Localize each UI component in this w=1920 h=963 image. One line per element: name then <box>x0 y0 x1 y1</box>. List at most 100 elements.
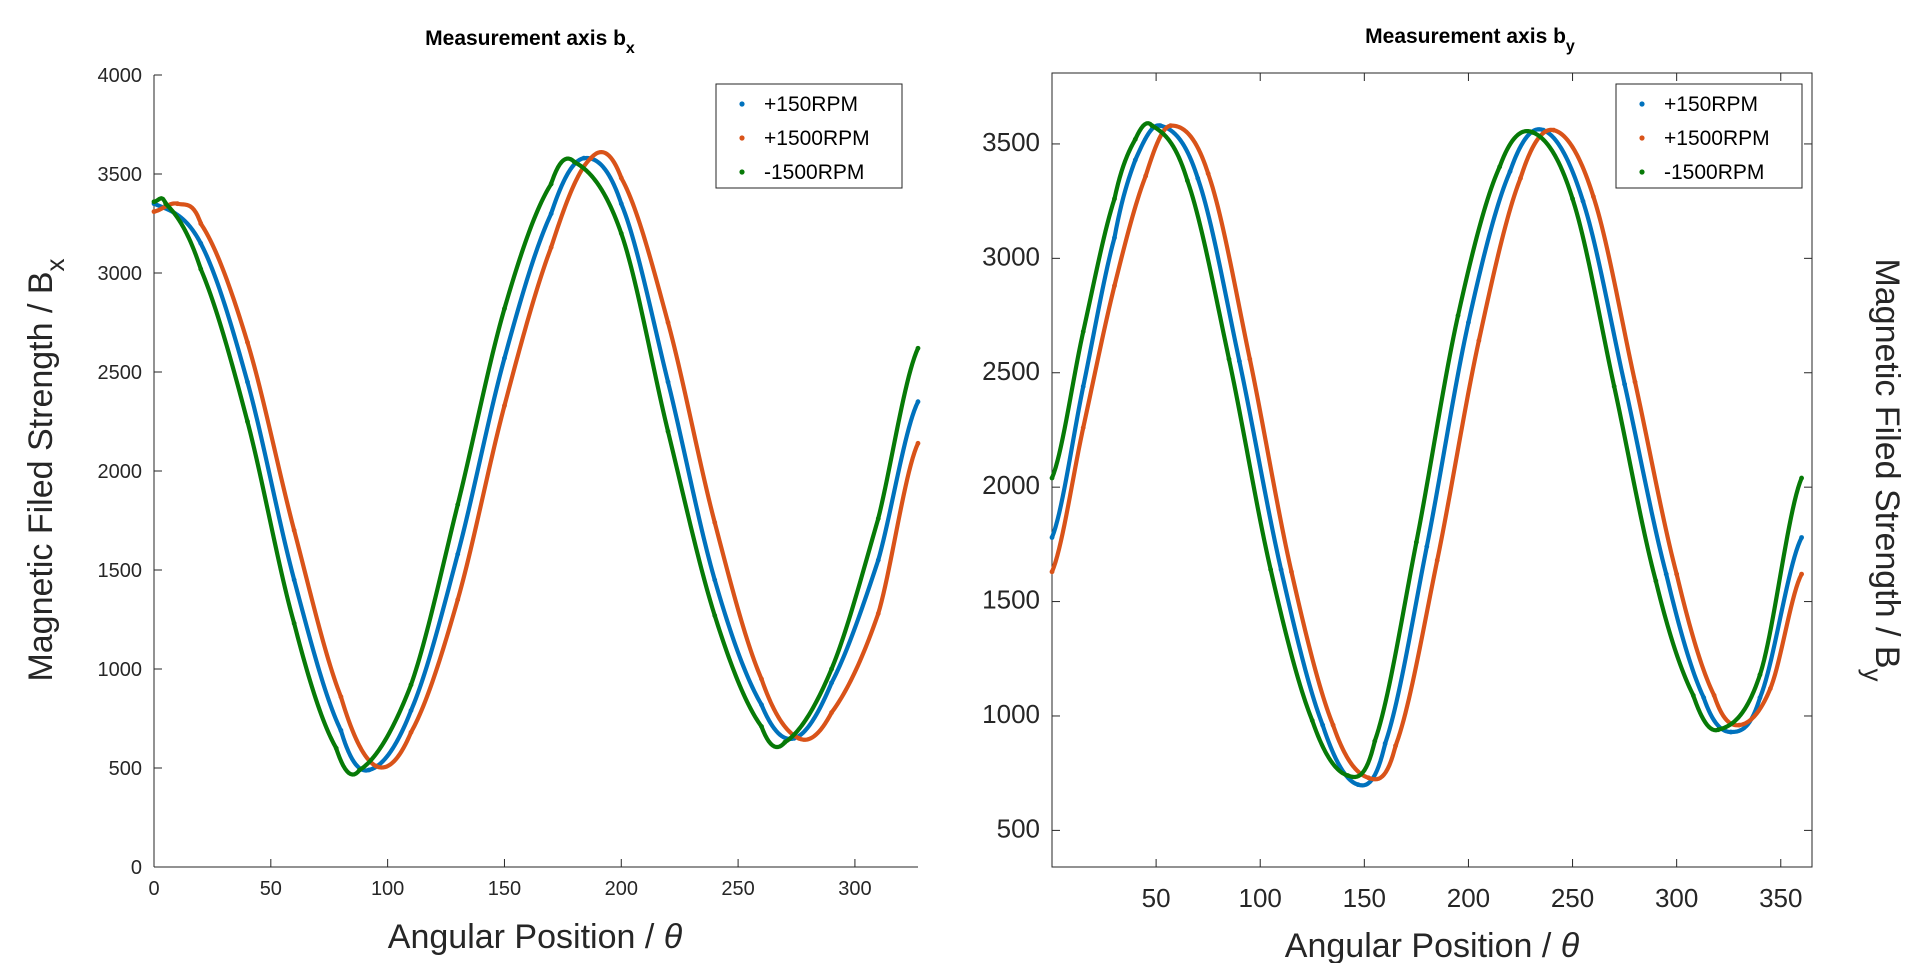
chart-right-x-tick-label-1: 100 <box>1239 883 1282 913</box>
chart-left-series-0-point-3 <box>291 577 297 583</box>
chart-left-y-tick-label-4: 2000 <box>98 461 143 483</box>
chart-right-series-2-point-14 <box>1530 130 1536 135</box>
chart-left-legend-marker-2 <box>739 169 745 175</box>
chart-left-x-tick-label-6: 300 <box>838 878 871 900</box>
chart-left-series-0-point-7 <box>455 551 461 557</box>
chart-right-series-2-point-16 <box>1611 384 1617 389</box>
chart-right-series-0-point-4 <box>1157 123 1163 129</box>
chart-right-series-0-point-21 <box>1799 535 1804 540</box>
chart-left-series-1-point-2 <box>198 221 204 226</box>
chart-right-series-0-point-1 <box>1080 384 1086 389</box>
chart-left-y-tick-label-3: 1500 <box>98 560 143 582</box>
chart-right-series-0-point-2 <box>1112 235 1117 241</box>
chart-left-series-1-point-11 <box>588 155 594 161</box>
chart-left-series-1-point-9 <box>502 403 507 409</box>
chart-right-series-1-point-8 <box>1330 722 1336 728</box>
chart-right-series-0-point-9 <box>1355 782 1361 788</box>
chart-right-series-2-point-4 <box>1149 123 1155 129</box>
chart-left-series-1-point-12 <box>618 175 624 181</box>
chart-left-series-2-point-11 <box>572 159 577 165</box>
chart-left-y-label: Magnetic Filed Strength / Bx <box>22 258 70 681</box>
chart-right-y-tick-label-5: 3000 <box>982 241 1040 271</box>
chart-left-y-tick-label-8: 4000 <box>98 65 143 87</box>
chart-left-title: Measurement axis bx <box>425 27 635 57</box>
chart-left-series-0-point-5 <box>366 767 372 773</box>
chart-right-series-1-point-3 <box>1143 173 1149 179</box>
chart-left-y-tick-label-0: 0 <box>131 857 142 879</box>
chart-right-x-tick-label-5: 300 <box>1655 883 1698 913</box>
chart-right-y-tick-label-2: 1500 <box>982 585 1040 615</box>
chart-right-x-tick-label-0: 50 <box>1142 883 1171 913</box>
chart-left-y-tick-label-1: 500 <box>109 758 142 780</box>
chart-left-x-tick-label-5: 250 <box>721 878 754 900</box>
chart-left-series-2-point-1 <box>163 201 169 207</box>
chart-left-x-ticks: 0 50 100 150 200 250 300 <box>148 859 872 900</box>
chart-right-series-2-point-2 <box>1112 196 1117 202</box>
chart-left-series-2-point-8 <box>455 502 461 508</box>
chart-left-series-2-point-19 <box>915 345 921 351</box>
chart-right: Measurement axis by 500 1000 1500 2000 2500 3… <box>982 25 1906 963</box>
chart-right-series-2-point-6 <box>1226 356 1232 362</box>
chart-left-series-0-point-17 <box>875 557 881 563</box>
chart-left-series-0-point-18 <box>915 399 921 405</box>
chart-right-series-1-point-2 <box>1112 283 1117 289</box>
chart-right-y-ticks: 500 1000 1500 2000 2500 3000 3500 <box>982 127 1812 843</box>
chart-right-series-1-point-0 <box>1049 569 1055 575</box>
chart-left-x-tick-label-4: 200 <box>605 878 638 900</box>
chart-right-legend-marker-2 <box>1639 169 1645 175</box>
chart-left-series-1-point-13 <box>665 320 671 325</box>
chart-left-series-0-point-14 <box>759 702 764 708</box>
chart-right-series-0-point-18 <box>1701 695 1707 701</box>
chart-left-series <box>151 149 921 777</box>
chart-right-plot-box <box>1051 72 1813 868</box>
chart-left-series-2-point-0 <box>151 199 157 205</box>
chart-left-series-0-point-16 <box>829 680 834 686</box>
chart-left-series-2-point-4 <box>291 621 297 626</box>
chart-right-series-1-point-21 <box>1799 571 1804 577</box>
chart-right-y-tick-label-3: 2000 <box>982 470 1040 500</box>
chart-right-series-1-point-16 <box>1632 379 1638 385</box>
chart-right-series-0-point-19 <box>1728 729 1734 735</box>
chart-left-series-1-point-5 <box>338 694 344 700</box>
chart-right-legend-label-0: +150RPM <box>1664 93 1758 116</box>
chart-right-series-1-point-15 <box>1590 194 1596 199</box>
chart-left-series-2-point-7 <box>408 682 414 688</box>
chart-left-series-line-1 <box>153 149 920 770</box>
chart-right-legend-box <box>1615 83 1803 189</box>
chart-right-series-0-point-3 <box>1132 157 1138 163</box>
chart-right-series-0-point-17 <box>1663 571 1669 577</box>
chart-right-series-1-point-18 <box>1711 692 1717 698</box>
chart-right-series-line-2 <box>1050 121 1804 780</box>
chart-right-series-2-point-8 <box>1309 718 1315 723</box>
chart-right-x-tick-label-4: 250 <box>1551 883 1594 913</box>
chart-left-y-tick-label-5: 2500 <box>98 362 143 384</box>
chart-left-legend-marker-1 <box>739 135 745 141</box>
chart-right-y-label: Magnetic Filed Strength / By <box>1858 258 1906 681</box>
chart-left-series-0-point-1 <box>198 240 204 246</box>
chart-left-series-1-point-1 <box>174 201 180 207</box>
chart-left-series-1-point-8 <box>455 597 461 603</box>
chart-left-series-0-point-6 <box>408 708 414 713</box>
chart-left-y-label-subscript: x <box>40 258 70 271</box>
chart-right-x-tick-label-3: 200 <box>1447 883 1490 913</box>
chart-left-series-2-point-18 <box>875 516 881 521</box>
chart-right-series-1-point-20 <box>1767 686 1773 691</box>
chart-left-series-1-point-4 <box>291 528 297 533</box>
chart-left-series-2-point-12 <box>618 231 624 236</box>
chart-left-series-1-point-10 <box>548 244 554 250</box>
chart-right-series-1-point-7 <box>1289 569 1294 575</box>
chart-left-series-1-point-14 <box>712 520 718 525</box>
chart-right-y-tick-label-4: 2500 <box>982 356 1040 386</box>
chart-left-series-2-point-16 <box>782 739 788 745</box>
chart-right-series-2-point-19 <box>1715 727 1721 733</box>
chart-right-series-2-point-0 <box>1049 475 1055 481</box>
chart-right-series-2-point-5 <box>1184 178 1190 183</box>
chart-left-series-1-point-7 <box>408 729 414 735</box>
chart-right-series-2-point-3 <box>1132 136 1138 142</box>
chart-right-series-1-point-13 <box>1518 175 1523 181</box>
chart-right-series-2-point-17 <box>1653 578 1659 584</box>
chart-left-series-2-point-13 <box>665 429 671 434</box>
chart-right-x-tick-label-6: 350 <box>1759 883 1802 913</box>
chart-right-series-0-point-10 <box>1382 741 1388 746</box>
